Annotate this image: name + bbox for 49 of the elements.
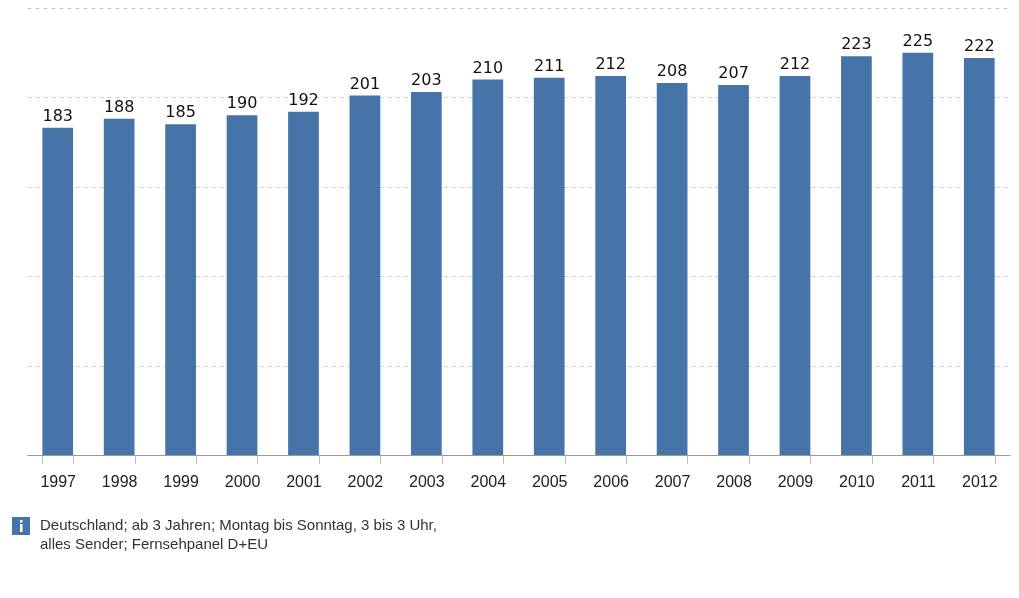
- data-label: 211: [533, 55, 565, 75]
- x-tick-label: 2001: [286, 472, 322, 490]
- x-tick-label: 2005: [531, 472, 568, 490]
- x-tick-label: 2010: [839, 472, 875, 490]
- x-tick-label: 1997: [40, 472, 77, 490]
- x-tick-label: 2004: [470, 472, 507, 490]
- x-tick-label: 2003: [409, 472, 445, 490]
- bar: [42, 127, 74, 455]
- bar: [349, 95, 381, 455]
- x-tick-label: 2011: [901, 472, 936, 490]
- bar: [779, 75, 811, 455]
- bar: [656, 83, 688, 455]
- bar: [595, 75, 627, 455]
- x-tick-label: 1998: [101, 472, 138, 490]
- x-tick-label: 2009: [777, 472, 814, 490]
- bar: [410, 92, 442, 455]
- x-tick-label: 1999: [163, 472, 199, 490]
- data-label: 201: [349, 73, 381, 93]
- data-label: 212: [779, 53, 811, 73]
- bar: [288, 111, 319, 455]
- bar: [165, 124, 196, 455]
- data-label: 188: [103, 96, 135, 116]
- bar: [963, 58, 995, 455]
- data-label: 207: [718, 62, 749, 82]
- bar: [226, 115, 258, 455]
- bar: [841, 56, 872, 455]
- x-tick-label: 2000: [224, 472, 261, 490]
- bar: [718, 84, 749, 455]
- data-label: 210: [472, 57, 504, 77]
- data-label: 222: [964, 36, 995, 56]
- x-tick-label: 2007: [654, 472, 691, 490]
- data-label: 190: [226, 93, 258, 113]
- data-label: 212: [595, 53, 626, 73]
- data-label: 208: [656, 61, 688, 81]
- text: Deutschland; ab 3 Jahren; Montag bis Sonntag, 3 bis 3 Uhr, alles Sender; Fernsehpanel D+EU: [40, 515, 438, 553]
- x-tick-label: 2008: [716, 472, 752, 490]
- data-label: 183: [42, 105, 73, 125]
- bar: [533, 77, 565, 455]
- data-label: 223: [841, 34, 872, 54]
- x-tick-label: 2002: [347, 472, 384, 490]
- data-label: 192: [288, 89, 319, 109]
- data-label: 185: [165, 102, 196, 122]
- bar: [103, 118, 135, 455]
- data-label: 225: [902, 30, 934, 50]
- x-tick-label: 2012: [961, 472, 998, 490]
- data-label: 203: [411, 70, 442, 90]
- bar: [902, 52, 934, 455]
- x-tick-label: 2006: [593, 472, 630, 490]
- bar: [472, 79, 504, 455]
